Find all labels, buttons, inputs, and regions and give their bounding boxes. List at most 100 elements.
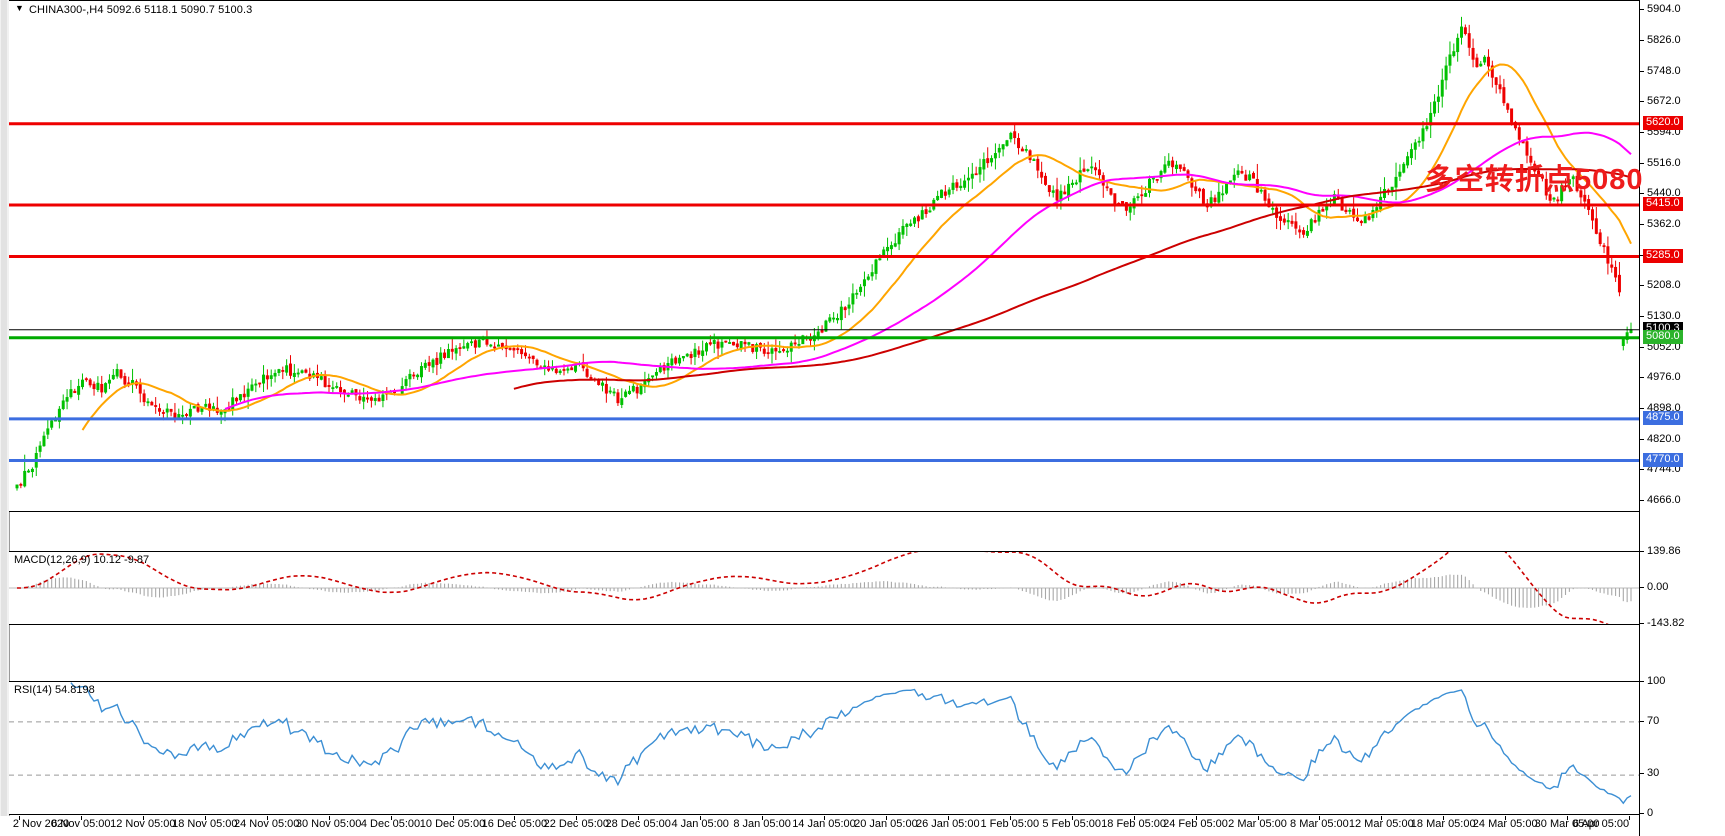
price-tick-label: 5208.0	[1647, 279, 1681, 291]
price-scale-axis[interactable]: 5904.0 5826.0 5748.0 5672.0 5594.0 5516.…	[1639, 0, 1725, 836]
time-tick	[885, 816, 887, 820]
macd-tick-label: 139.86	[1647, 545, 1681, 557]
macd-panel[interactable]: MACD(12,26,9) 10.12 -9.87	[9, 551, 1639, 625]
scrollbar-thumb[interactable]	[1, 0, 7, 816]
tick-mark	[1640, 773, 1644, 775]
time-tick	[824, 816, 825, 820]
tick-mark	[1640, 720, 1644, 722]
tick-mark	[1640, 681, 1644, 682]
time-tick	[947, 816, 949, 820]
time-tick	[638, 816, 640, 820]
chart-header-text: CHINA300-,H4 5092.6 5118.1 5090.7 5100.3	[29, 4, 253, 16]
time-tick	[1381, 816, 1383, 820]
tick-mark	[1640, 468, 1644, 470]
price-tick-label: 5826.0	[1647, 34, 1681, 47]
time-tick	[328, 816, 330, 820]
time-axis-label: 22 Dec 05:00	[543, 818, 610, 830]
time-axis[interactable]: 2 Nov 2020 6 Nov 05:00 12 Nov 05:00 18 Nov …	[9, 816, 1639, 836]
price-tick-label: 4820.0	[1647, 432, 1681, 445]
price-tick-label: 5440.0	[1647, 187, 1681, 200]
price-tag-blue[interactable]: 4770.0	[1643, 452, 1683, 467]
tick-mark	[1640, 586, 1644, 588]
macd-tick-label: -143.82	[1647, 617, 1685, 629]
tick-mark	[1640, 285, 1644, 286]
time-axis-label: 14 Jan 05:00	[792, 818, 856, 830]
time-tick	[204, 816, 206, 820]
tick-mark	[1640, 254, 1644, 256]
time-axis-label: 12 Nov 05:00	[110, 818, 176, 830]
time-axis-label: 20 Jan 05:00	[854, 818, 918, 830]
tick-mark	[1640, 346, 1644, 348]
tick-mark	[1640, 623, 1644, 624]
time-tick	[266, 816, 268, 820]
price-tag-red[interactable]: 5415.0	[1643, 197, 1683, 211]
time-tick	[1009, 816, 1011, 820]
time-tick	[452, 816, 454, 820]
time-tick	[1133, 816, 1135, 820]
time-axis-label: 16 Dec 05:00	[481, 818, 548, 830]
tick-mark	[1640, 376, 1644, 378]
chart-plot-column: ▼ CHINA300-,H4 5092.6 5118.1 5090.7 5100.…	[9, 0, 1643, 836]
time-tick	[1195, 816, 1197, 820]
time-axis-label: 6 Nov 05:00	[51, 818, 111, 830]
time-tick	[1629, 816, 1630, 820]
time-tick	[1071, 816, 1073, 820]
time-tick	[700, 816, 702, 820]
price-chart-canvas[interactable]	[9, 1, 1639, 512]
price-tick-label: 4898.0	[1647, 401, 1681, 414]
price-tick-label: 5130.0	[1647, 309, 1681, 322]
time-axis-label: 5 Feb 05:00	[1042, 818, 1102, 830]
tick-mark	[1640, 101, 1644, 103]
macd-chart-canvas	[9, 552, 1639, 624]
time-tick	[142, 816, 144, 820]
time-axis-label: 8 Jan 05:00	[733, 818, 791, 830]
time-axis-label: 24 Mar 05:00	[1472, 818, 1538, 830]
rsi-tick-label: 100	[1647, 675, 1666, 687]
time-tick	[1319, 816, 1321, 820]
price-tick-label: 5748.0	[1647, 65, 1681, 78]
price-panel[interactable]	[9, 0, 1639, 512]
time-axis-label: 10 Dec 05:00	[419, 818, 486, 830]
price-tick-label: 5362.0	[1647, 218, 1681, 230]
price-tick-label: 4976.0	[1647, 370, 1681, 383]
tick-mark	[1640, 813, 1644, 814]
time-axis-label: 4 Dec 05:00	[360, 818, 421, 830]
chart-header: ▼ CHINA300-,H4 5092.6 5118.1 5090.7 5100.…	[15, 3, 252, 16]
price-tag-blue[interactable]: 4875.0	[1643, 410, 1683, 425]
price-tag-green[interactable]: 5080.0	[1643, 329, 1683, 344]
macd-indicator-label: MACD(12,26,9) 10.12 -9.87	[14, 554, 150, 566]
time-axis-label: 2 Mar 05:00	[1228, 818, 1287, 830]
tick-mark	[1640, 499, 1644, 501]
time-tick	[1443, 816, 1445, 820]
tick-mark	[1640, 71, 1644, 73]
rsi-panel[interactable]: RSI(14) 54.8198	[9, 681, 1639, 815]
price-tick-label: 4666.0	[1647, 493, 1681, 506]
price-tag-red[interactable]: 5285.0	[1643, 248, 1683, 263]
price-tick-label: 5052.0	[1647, 340, 1681, 353]
time-axis-label: 6 Apr 05:00	[1572, 818, 1630, 830]
tick-mark	[1640, 163, 1644, 164]
time-axis-label: 26 Jan 05:00	[915, 818, 980, 830]
time-tick	[514, 816, 516, 820]
tick-mark	[1640, 132, 1644, 134]
time-tick	[80, 816, 82, 820]
time-tick	[762, 816, 764, 820]
time-tick	[19, 816, 20, 820]
tick-mark	[1640, 407, 1644, 409]
time-tick	[390, 816, 392, 820]
collapse-icon[interactable]: ▼	[15, 3, 25, 13]
time-axis-label: 18 Nov 05:00	[172, 818, 238, 830]
price-tick-label: 5672.0	[1647, 95, 1681, 108]
price-tick-label: 5516.0	[1647, 157, 1681, 169]
time-tick	[1257, 816, 1259, 820]
tick-mark	[1640, 9, 1644, 11]
tick-mark	[1640, 551, 1644, 552]
chart-annotation-text: 多空转折点5080	[1425, 164, 1644, 196]
tick-mark	[1640, 315, 1644, 317]
rsi-indicator-label: RSI(14) 54.8198	[14, 684, 95, 696]
tick-mark	[1640, 40, 1644, 42]
rsi-tick-label: 30	[1647, 767, 1660, 780]
price-tag-red[interactable]: 5620.0	[1643, 115, 1683, 130]
time-axis-label: 24 Nov 05:00	[233, 818, 300, 830]
